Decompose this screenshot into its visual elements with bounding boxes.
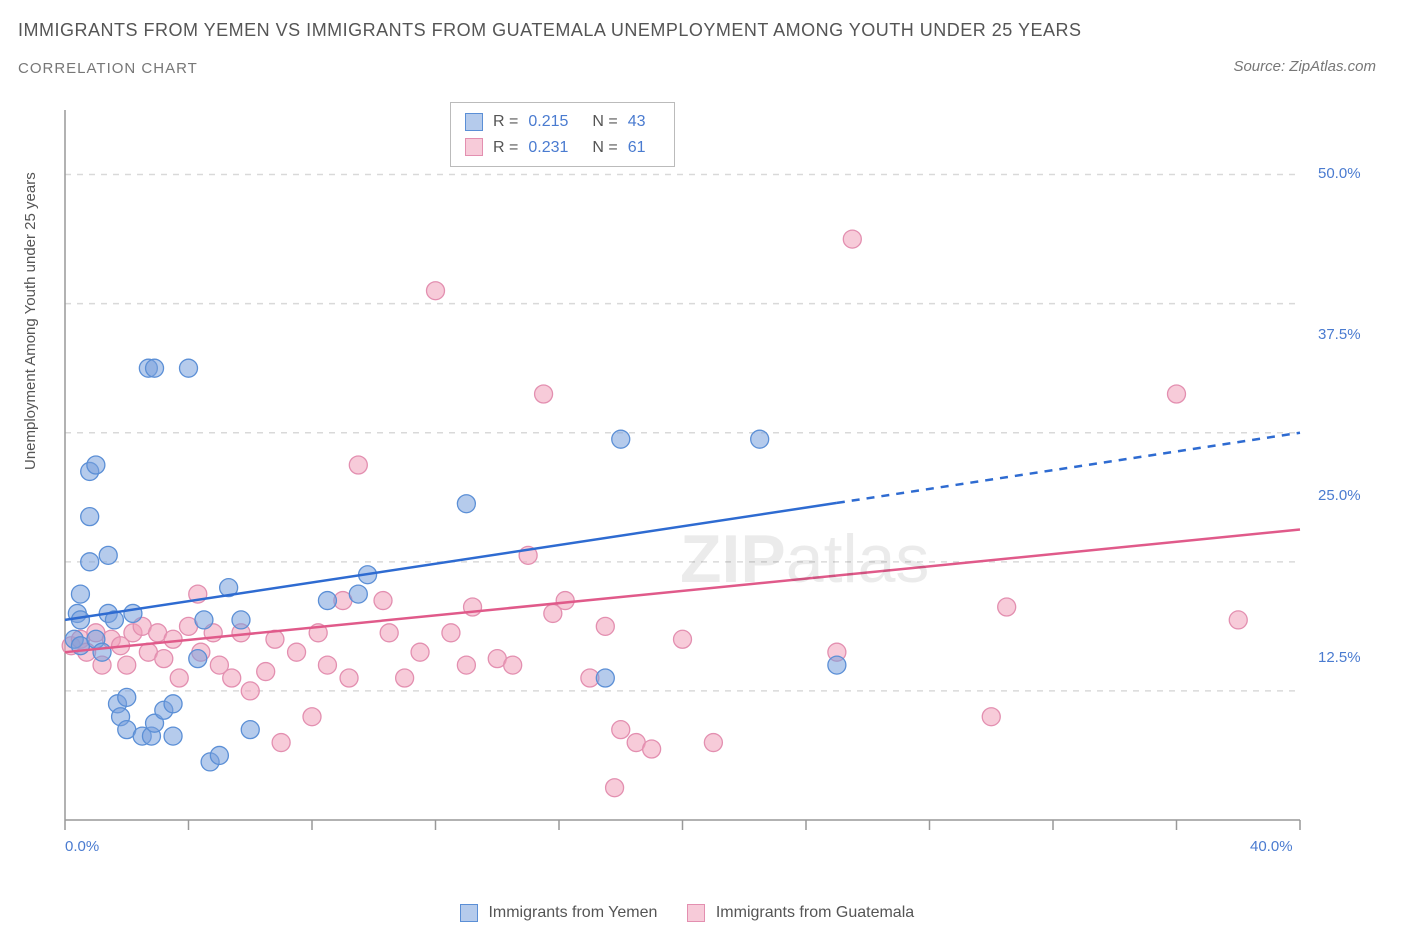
stats-row-yemen: R = 0.215 N = 43	[465, 109, 660, 135]
bottom-legend-item-guatemala: Immigrants from Guatemala	[687, 904, 914, 922]
bottom-legend: Immigrants from Yemen Immigrants from Gu…	[460, 904, 914, 922]
legend-swatch-icon	[687, 904, 705, 922]
stats-n-label: N =	[592, 109, 617, 135]
y-axis-title: Unemployment Among Youth under 25 years	[22, 172, 39, 470]
stats-n-label: N =	[592, 135, 617, 161]
stats-r-label: R =	[493, 109, 518, 135]
legend-label-yemen: Immigrants from Yemen	[488, 904, 657, 921]
x-tick-label: 0.0%	[65, 838, 99, 855]
legend-label-guatemala: Immigrants from Guatemala	[716, 904, 914, 921]
scatter-plot-svg	[60, 100, 1380, 860]
legend-swatch-guatemala	[465, 138, 483, 156]
stats-legend-box: R = 0.215 N = 43 R = 0.231 N = 61	[450, 102, 675, 167]
stats-r-value-guatemala: 0.231	[528, 135, 568, 161]
chart-plot-area: ZIPatlas	[60, 100, 1380, 860]
chart-subtitle: CORRELATION CHART	[18, 60, 198, 77]
bottom-legend-item-yemen: Immigrants from Yemen	[460, 904, 657, 922]
y-tick-label: 12.5%	[1318, 649, 1361, 666]
source-attribution: Source: ZipAtlas.com	[1233, 58, 1376, 75]
stats-r-value-yemen: 0.215	[528, 109, 568, 135]
y-tick-label: 25.0%	[1318, 487, 1361, 504]
y-tick-label: 50.0%	[1318, 165, 1361, 182]
stats-n-value-guatemala: 61	[628, 135, 646, 161]
x-tick-label: 40.0%	[1250, 838, 1293, 855]
stats-r-label: R =	[493, 135, 518, 161]
y-tick-label: 37.5%	[1318, 326, 1361, 343]
legend-swatch-icon	[460, 904, 478, 922]
chart-title: IMMIGRANTS FROM YEMEN VS IMMIGRANTS FROM…	[18, 20, 1081, 41]
legend-swatch-yemen	[465, 113, 483, 131]
stats-row-guatemala: R = 0.231 N = 61	[465, 135, 660, 161]
stats-n-value-yemen: 43	[628, 109, 646, 135]
